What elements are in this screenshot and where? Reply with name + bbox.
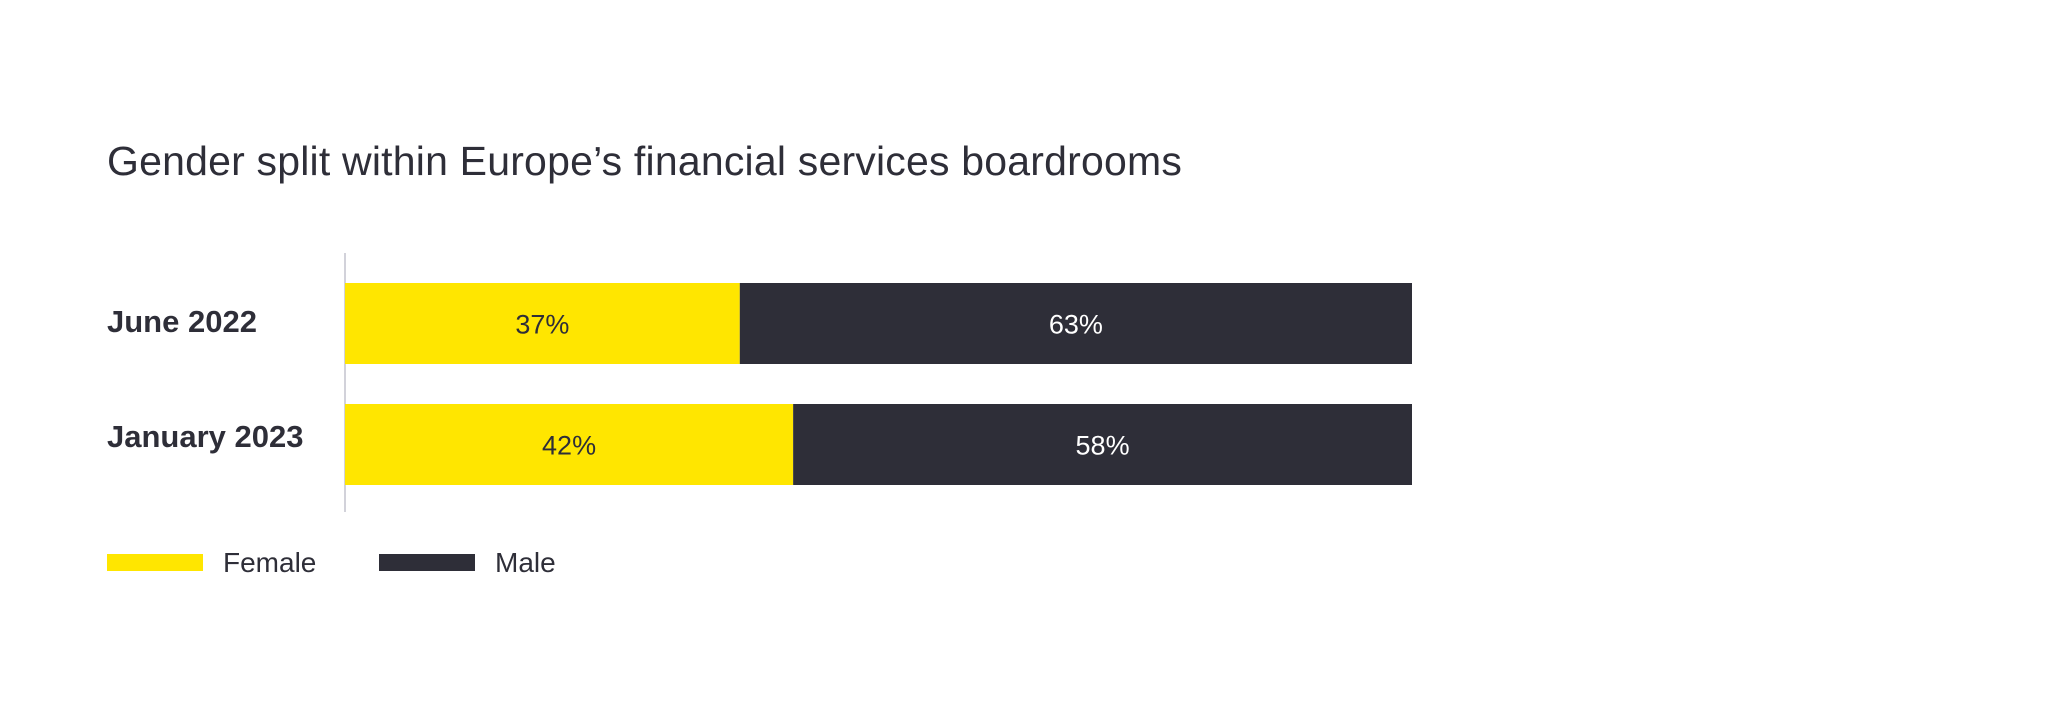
category-label: June 2022: [107, 304, 257, 339]
legend-label-male: Male: [495, 547, 556, 578]
category-label: January 2023: [107, 419, 303, 454]
bars-group: 37% 63% 42% 58%: [345, 283, 1412, 485]
bar-female-0: [345, 283, 740, 364]
value-label-female-1: 42%: [542, 431, 596, 461]
bar-female-1: [345, 404, 794, 485]
value-label-male-1: 58%: [1076, 431, 1130, 461]
legend: Female Male: [107, 547, 556, 578]
value-label-female-0: 37%: [515, 310, 569, 340]
legend-label-female: Female: [223, 547, 316, 578]
category-labels: June 2022 January 2023: [107, 304, 303, 454]
bar-male-0: [739, 283, 1412, 364]
legend-swatch-male: [379, 554, 475, 571]
chart-title: Gender split within Europe’s financial s…: [107, 138, 1183, 184]
bar-male-1: [793, 404, 1412, 485]
legend-swatch-female: [107, 554, 203, 571]
value-label-male-0: 63%: [1049, 310, 1103, 340]
